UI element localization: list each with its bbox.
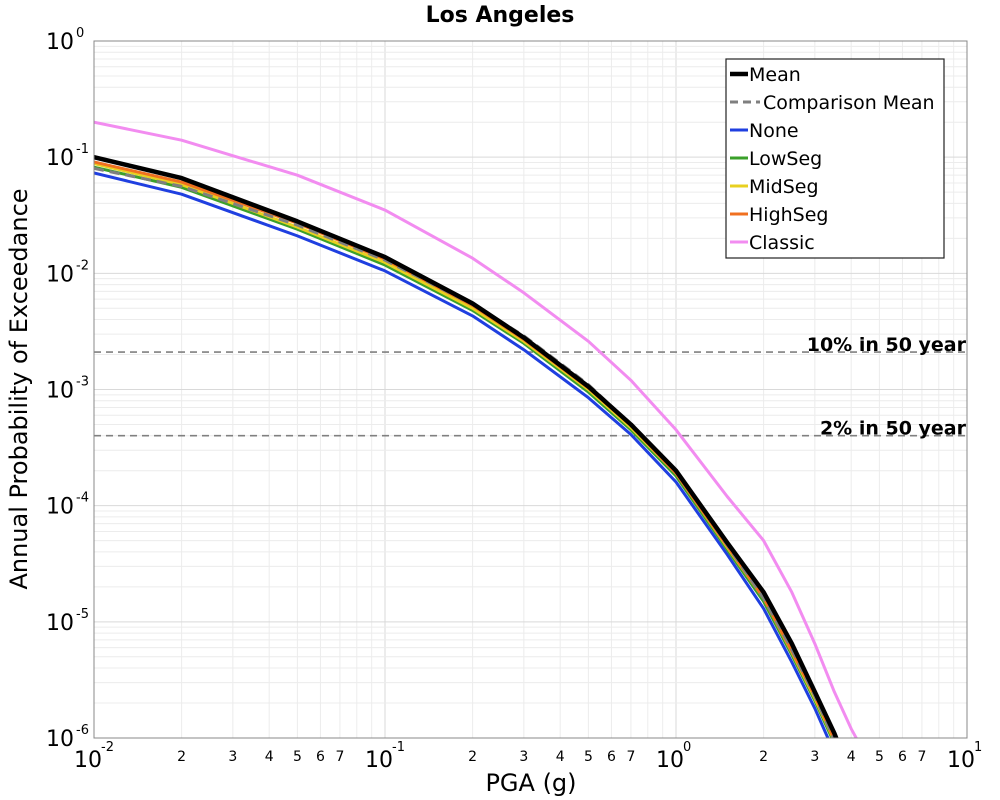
y-tick-label: 10 [46, 611, 74, 636]
y-tick-exponent: -2 [76, 258, 89, 273]
y-tick-exponent: -1 [76, 142, 89, 157]
chart-title: Los Angeles [426, 3, 575, 28]
x-minor-tick-label: 3 [810, 749, 819, 765]
y-tick-exponent: 0 [76, 26, 84, 41]
x-tick-label: 10 [656, 748, 684, 773]
x-minor-tick-label: 7 [917, 749, 926, 765]
reference-label: 10% in 50 year [807, 334, 967, 356]
legend-label: None [749, 120, 799, 142]
x-minor-tick-label: 4 [847, 749, 856, 765]
reference-labels: 10% in 50 year 2% in 50 year [807, 334, 967, 440]
x-minor-tick-label: 4 [265, 749, 274, 765]
x-minor-tick-label: 5 [584, 749, 593, 765]
series-lines [94, 120, 858, 738]
x-minor-tick-label: 3 [519, 749, 528, 765]
x-tick-exponent: 1 [974, 740, 982, 755]
reference-lines [94, 351, 967, 437]
y-tick-label: 10 [46, 379, 74, 404]
x-minor-tick-label: 4 [556, 749, 565, 765]
y-tick-label: 10 [46, 146, 74, 171]
x-tick-exponent: -2 [101, 740, 114, 755]
series-line-none [94, 171, 830, 738]
legend: Mean Comparison Mean None LowSeg MidSeg HighS… [725, 58, 945, 259]
grid [93, 41, 967, 739]
y-tick-label: 10 [46, 727, 74, 752]
x-minor-tick-label: 2 [177, 749, 186, 765]
x-tick-label: 10 [365, 748, 393, 773]
y-tick-exponent: -6 [76, 723, 89, 738]
plot-frame [93, 40, 968, 739]
y-tick-exponent: -5 [76, 607, 89, 622]
y-tick-label: 10 [46, 495, 74, 520]
legend-label: Mean [749, 64, 801, 86]
x-minor-tick-label: 2 [759, 749, 768, 765]
x-minor-tick-label: 3 [228, 749, 237, 765]
legend-label: Classic [749, 232, 815, 254]
y-tick-label: 10 [46, 30, 74, 55]
legend-label: MidSeg [749, 176, 819, 198]
x-minor-tick-label: 7 [335, 749, 344, 765]
x-tick-label: 10 [947, 748, 975, 773]
series-line-classic [94, 120, 858, 738]
x-tick-exponent: 0 [683, 740, 691, 755]
x-tick-label: 10 [74, 748, 102, 773]
legend-box [725, 58, 945, 259]
x-minor-tick-label: 5 [875, 749, 884, 765]
x-minor-tick-label: 6 [316, 749, 325, 765]
y-tick-exponent: -4 [76, 491, 89, 506]
y-tick-label: 10 [46, 262, 74, 287]
y-tick-exponent: -3 [76, 375, 89, 390]
x-minor-tick-label: 6 [607, 749, 616, 765]
y-axis-label: Annual Probability of Exceedance [5, 188, 33, 589]
x-tick-exponent: -1 [392, 740, 405, 755]
series-line-mean [94, 155, 839, 738]
legend-label: Comparison Mean [763, 92, 935, 114]
x-minor-tick-label: 7 [626, 749, 635, 765]
x-minor-tick-label: 6 [898, 749, 907, 765]
reference-label: 2% in 50 year [820, 418, 967, 440]
legend-label: LowSeg [749, 148, 822, 170]
x-minor-tick-label: 5 [293, 749, 302, 765]
x-axis-label: PGA (g) [485, 769, 576, 797]
x-minor-tick-label: 2 [468, 749, 477, 765]
legend-label: HighSeg [749, 204, 828, 226]
